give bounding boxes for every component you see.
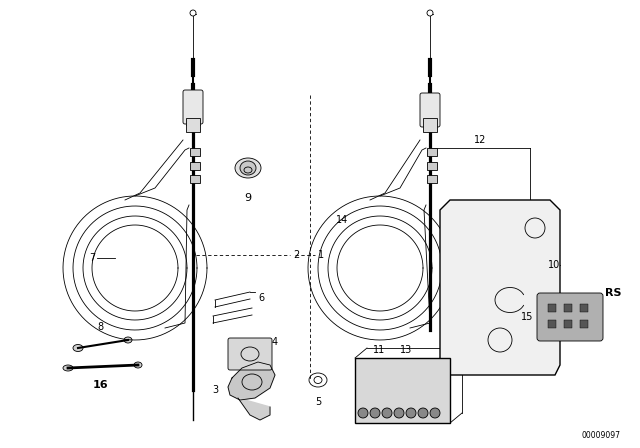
FancyBboxPatch shape bbox=[537, 293, 603, 341]
Ellipse shape bbox=[235, 158, 261, 178]
Text: 16: 16 bbox=[92, 380, 108, 390]
Circle shape bbox=[190, 10, 196, 16]
Bar bbox=[580, 320, 588, 328]
Circle shape bbox=[370, 408, 380, 418]
Text: 9: 9 bbox=[244, 193, 252, 203]
Ellipse shape bbox=[134, 362, 142, 368]
Polygon shape bbox=[228, 362, 275, 400]
Circle shape bbox=[427, 10, 433, 16]
Bar bbox=[548, 320, 556, 328]
Bar bbox=[355, 358, 450, 423]
Circle shape bbox=[358, 408, 368, 418]
Text: RS: RS bbox=[605, 288, 621, 298]
Bar bbox=[548, 304, 556, 312]
Ellipse shape bbox=[240, 161, 256, 175]
Text: 5: 5 bbox=[315, 397, 321, 407]
Circle shape bbox=[406, 408, 416, 418]
Bar bbox=[580, 304, 588, 312]
Text: 12: 12 bbox=[474, 135, 486, 145]
FancyBboxPatch shape bbox=[420, 93, 440, 127]
Polygon shape bbox=[238, 398, 270, 420]
Bar bbox=[427, 162, 437, 170]
Ellipse shape bbox=[73, 345, 83, 352]
Bar bbox=[190, 148, 200, 156]
Text: 4: 4 bbox=[272, 337, 278, 347]
Bar bbox=[423, 118, 437, 132]
Circle shape bbox=[382, 408, 392, 418]
Bar bbox=[186, 118, 200, 132]
Ellipse shape bbox=[124, 337, 132, 343]
Bar bbox=[564, 304, 572, 312]
Polygon shape bbox=[440, 200, 560, 375]
Ellipse shape bbox=[63, 365, 73, 371]
Circle shape bbox=[430, 408, 440, 418]
Text: 1: 1 bbox=[318, 250, 324, 260]
FancyBboxPatch shape bbox=[228, 338, 272, 370]
Text: 8: 8 bbox=[97, 322, 103, 332]
Bar bbox=[190, 175, 200, 183]
Text: 13: 13 bbox=[400, 345, 412, 355]
FancyBboxPatch shape bbox=[183, 90, 203, 124]
Text: 10: 10 bbox=[548, 260, 560, 270]
Text: 6: 6 bbox=[258, 293, 264, 303]
Text: 00009097: 00009097 bbox=[581, 431, 620, 440]
Bar bbox=[190, 162, 200, 170]
Bar bbox=[427, 148, 437, 156]
Text: 2: 2 bbox=[293, 250, 300, 260]
Bar bbox=[564, 320, 572, 328]
Text: 7: 7 bbox=[89, 253, 95, 263]
Circle shape bbox=[394, 408, 404, 418]
Text: 11: 11 bbox=[373, 345, 385, 355]
Text: 15: 15 bbox=[520, 312, 533, 322]
Text: 3: 3 bbox=[212, 385, 218, 395]
Text: 14: 14 bbox=[336, 215, 348, 225]
Circle shape bbox=[418, 408, 428, 418]
Bar bbox=[427, 175, 437, 183]
